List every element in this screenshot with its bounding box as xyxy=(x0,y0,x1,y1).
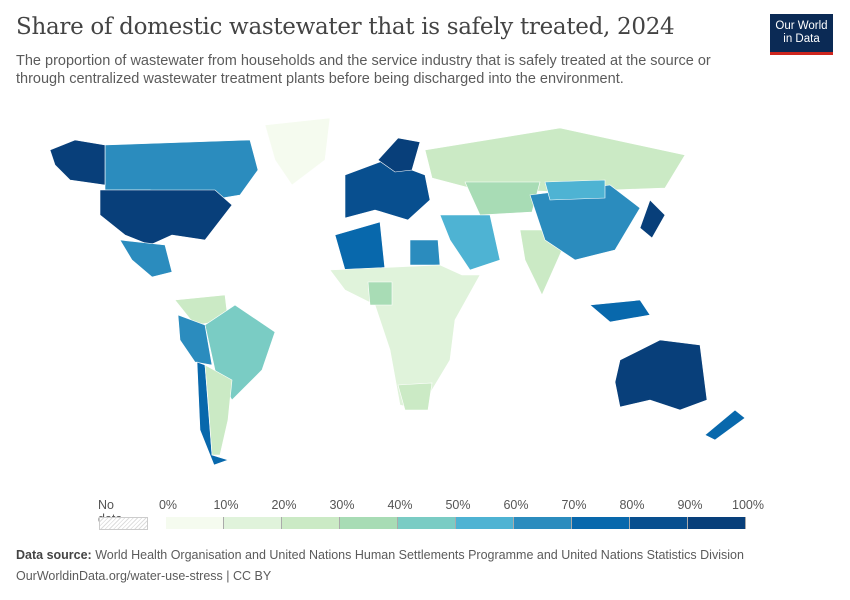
country-japan[interactable] xyxy=(639,199,666,239)
legend-tick: 50% xyxy=(445,498,471,512)
chart-subtitle: The proportion of wastewater from househ… xyxy=(16,53,711,87)
legend-tick: 90% xyxy=(677,498,703,512)
legend-bin-9[interactable] xyxy=(688,517,746,529)
legend-no-data-swatch xyxy=(99,517,148,530)
legend-tick: 80% xyxy=(619,498,645,512)
legend-bin-6[interactable] xyxy=(514,517,572,529)
legend-bin-2[interactable] xyxy=(282,517,340,529)
country-mexico[interactable] xyxy=(119,239,173,278)
legend-bin-1[interactable] xyxy=(224,517,282,529)
country-greenland[interactable] xyxy=(264,117,331,186)
country-argentina[interactable] xyxy=(204,364,233,456)
source-text: World Health Organisation and United Nat… xyxy=(95,548,744,562)
legend-tick: 0% xyxy=(158,498,178,512)
country-algeria[interactable] xyxy=(334,221,386,271)
legend-tick: 100% xyxy=(732,498,764,512)
legend-tick: 30% xyxy=(329,498,355,512)
country-united-states[interactable] xyxy=(99,189,233,246)
country-peru[interactable] xyxy=(177,314,213,366)
owid-logo[interactable]: Our World in Data xyxy=(770,14,833,55)
country-new-zealand[interactable] xyxy=(704,409,746,441)
country-kazakhstan[interactable] xyxy=(464,181,541,216)
legend-bin-4[interactable] xyxy=(398,517,456,529)
legend-bin-8[interactable] xyxy=(630,517,688,529)
source-label: Data source: xyxy=(16,548,92,562)
chart-title: Share of domestic wastewater that is saf… xyxy=(16,14,675,40)
country-scandinavia[interactable] xyxy=(377,137,421,173)
country-australia[interactable] xyxy=(614,339,708,411)
legend-tick: 60% xyxy=(503,498,529,512)
country-nigeria[interactable] xyxy=(367,281,393,306)
source-link[interactable]: OurWorldinData.org/water-use-stress | CC… xyxy=(16,569,272,583)
country-mongolia[interactable] xyxy=(544,179,606,201)
legend-tick: 10% xyxy=(213,498,239,512)
world-map xyxy=(49,117,746,466)
legend-tick: 20% xyxy=(271,498,297,512)
legend-tick: 70% xyxy=(561,498,587,512)
legend-bin-0[interactable] xyxy=(166,517,224,529)
country-egypt[interactable] xyxy=(409,239,441,266)
legend-bin-7[interactable] xyxy=(572,517,630,529)
legend-bin-5[interactable] xyxy=(456,517,514,529)
country-indonesia-malaysia[interactable] xyxy=(589,299,651,323)
country-middle-east[interactable] xyxy=(439,214,501,271)
data-source: Data source: World Health Organisation a… xyxy=(16,548,744,562)
legend-tick: 40% xyxy=(387,498,413,512)
country-alaska-united-states-[interactable] xyxy=(49,139,106,186)
country-south-africa[interactable] xyxy=(397,382,433,411)
legend-bin-3[interactable] xyxy=(340,517,398,529)
country-western-europe[interactable] xyxy=(344,159,431,221)
country-china[interactable] xyxy=(529,184,641,261)
